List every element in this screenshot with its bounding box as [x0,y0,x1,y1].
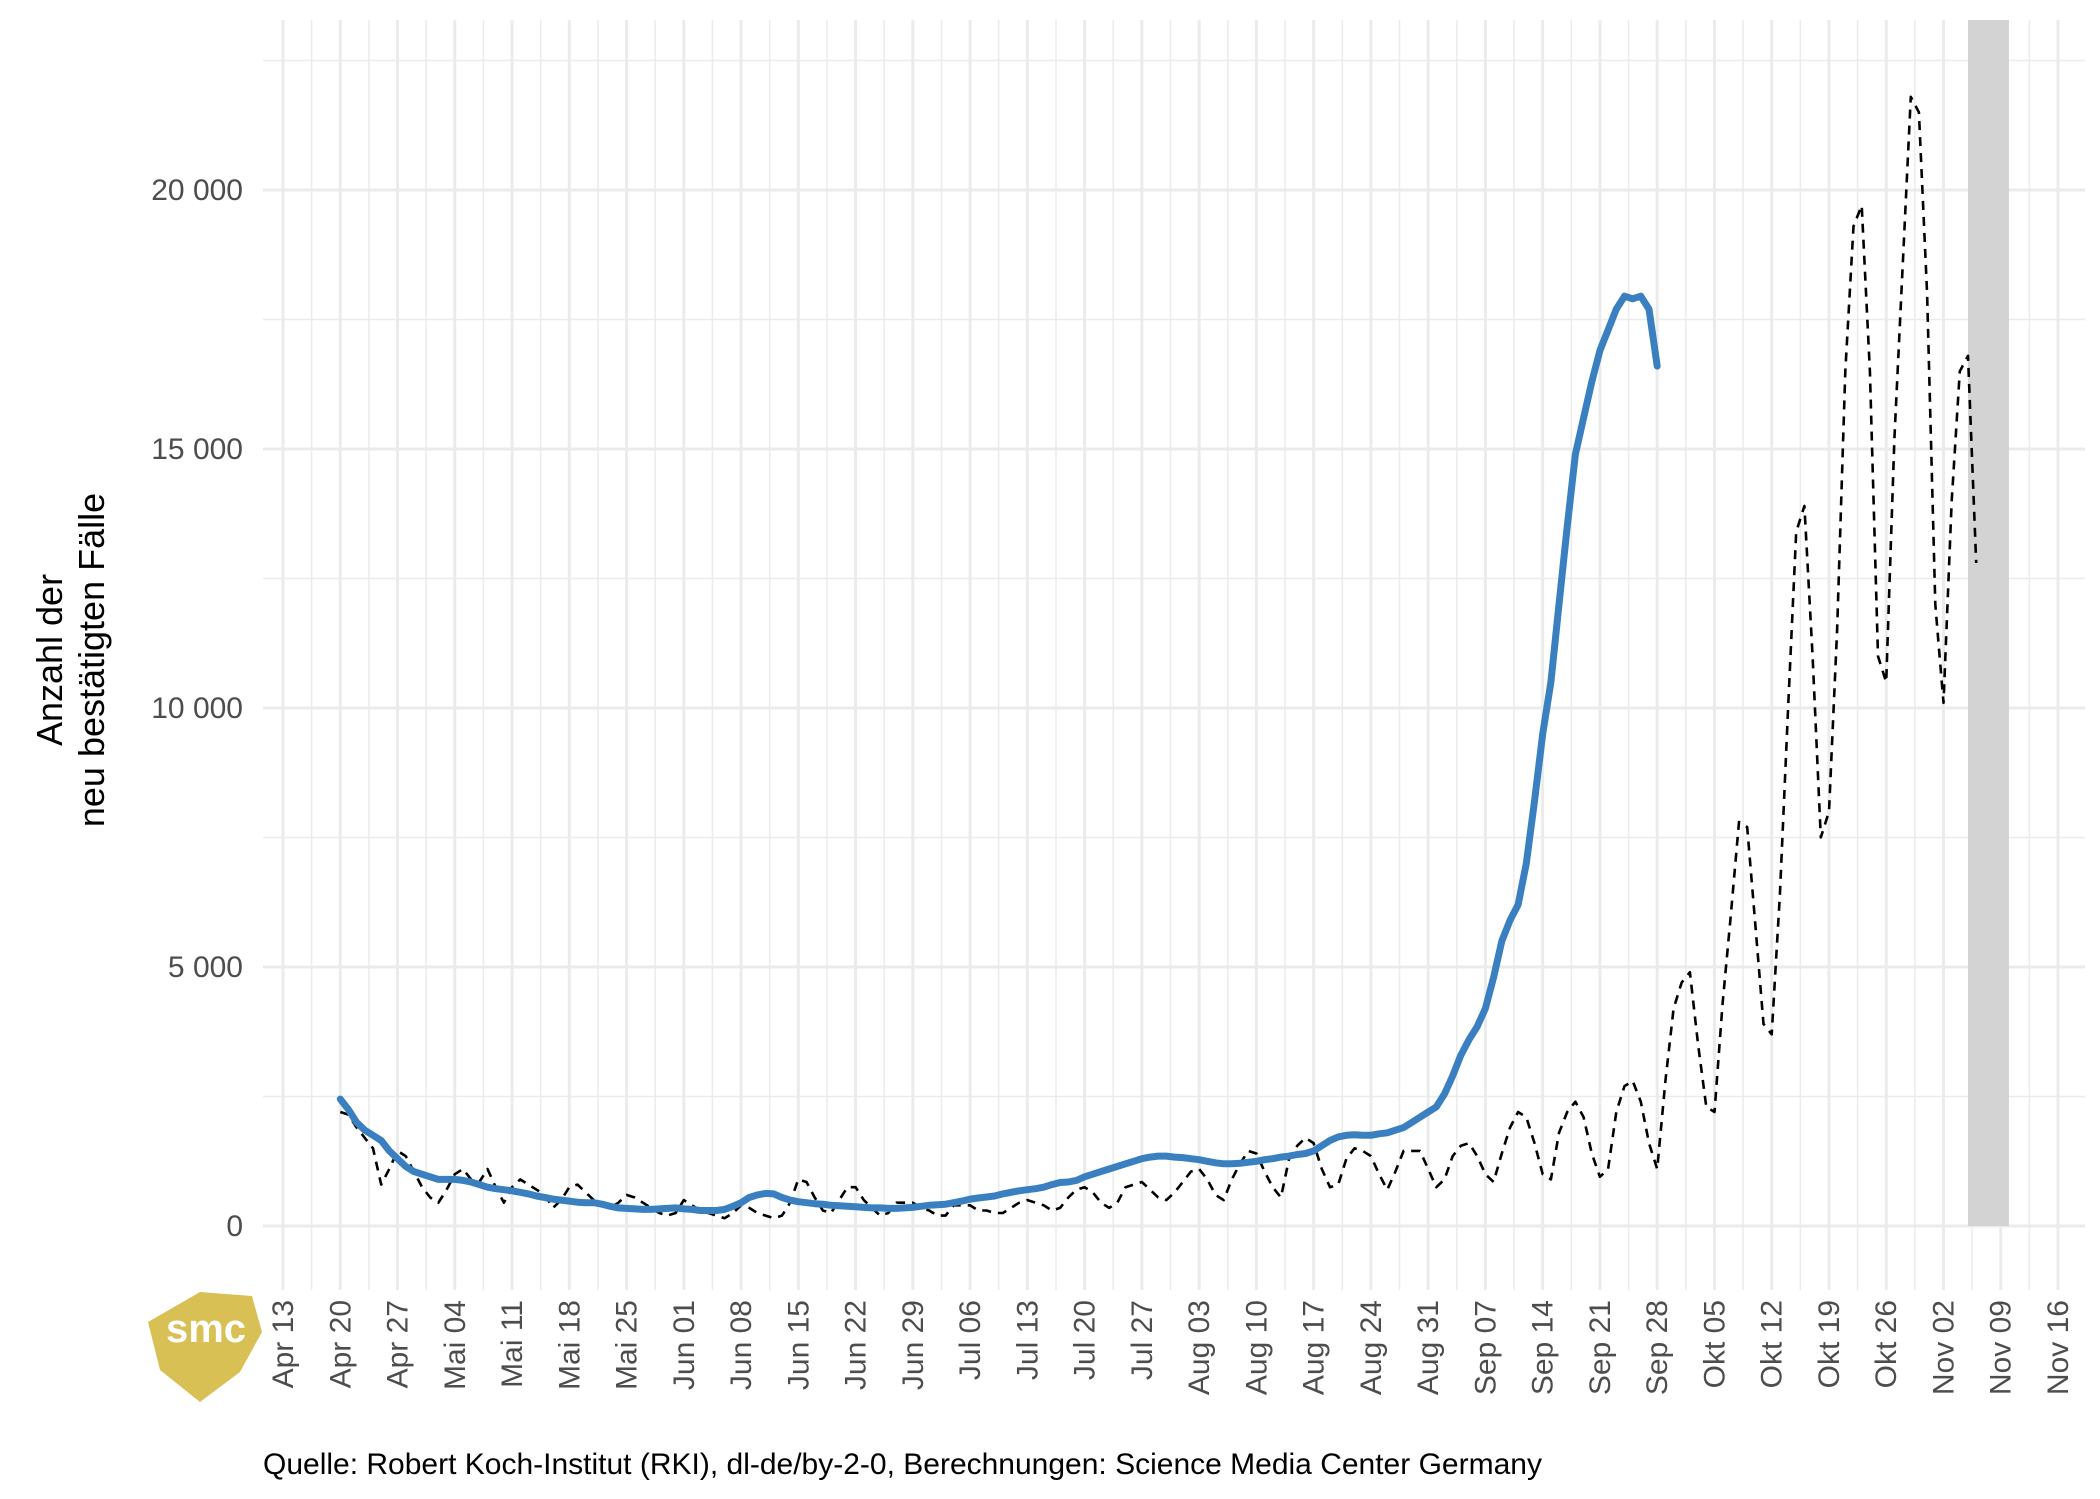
x-tick-label: Aug 10 [1240,1300,1273,1395]
x-tick-label: Jun 08 [725,1300,758,1390]
smoothed-cases-line [336,292,1661,1214]
x-tick-label: Aug 17 [1298,1300,1331,1395]
x-tick-label: Nov 02 [1927,1300,1960,1395]
x-tick-label: Jul 13 [1011,1300,1044,1380]
x-tick-label: Mai 18 [553,1300,586,1390]
x-tick-label: Sep 14 [1527,1300,1560,1395]
y-tick-label: 10 000 [151,692,243,725]
x-tick-label: Jul 20 [1069,1300,1102,1380]
x-tick-label: Jun 22 [840,1300,873,1390]
x-tick-label: Apr 20 [324,1300,357,1388]
logo-shape [148,1292,262,1402]
y-tick-label: 20 000 [151,174,243,207]
x-tick-label: Okt 12 [1756,1300,1789,1388]
series-layer [336,95,1978,1220]
x-axis-ticks: Apr 13 Apr 20 Apr 27 Mai 04 Mai 11 Mai 18 Mai … [267,1300,2075,1395]
x-tick-label: Mai 04 [439,1300,472,1390]
x-tick-label: Mai 25 [611,1300,644,1390]
y-axis-ticks: 0 5 000 10 000 15 000 20 000 [151,174,243,1243]
smc-logo: smc [148,1292,262,1402]
caption: Quelle: Robert Koch-Institut (RKI), dl-d… [263,1448,1542,1481]
x-tick-label: Sep 07 [1469,1300,1502,1395]
x-tick-label: Okt 05 [1698,1300,1731,1388]
x-tick-label: Aug 24 [1355,1300,1388,1395]
x-tick-label: Jun 15 [782,1300,815,1390]
logo-text: smc [166,1307,246,1351]
x-tick-label: Apr 13 [267,1300,300,1388]
x-tick-label: Okt 26 [1870,1300,1903,1388]
x-tick-label: Aug 03 [1183,1300,1216,1395]
x-tick-label: Jul 06 [954,1300,987,1380]
x-tick-label: Mai 11 [496,1300,529,1388]
y-axis-title-line2: neu bestätigten Fälle [71,493,112,827]
x-tick-label: Nov 16 [2042,1300,2075,1395]
x-tick-label: Jun 29 [897,1300,930,1390]
y-tick-label: 15 000 [151,433,243,466]
shaded-region [1968,20,2009,1226]
x-tick-label: Sep 21 [1584,1300,1617,1395]
y-tick-label: 5 000 [168,951,243,984]
x-tick-label: Aug 31 [1412,1300,1445,1395]
x-tick-label: Apr 27 [382,1300,415,1388]
x-tick-label: Jul 27 [1126,1300,1159,1380]
y-axis-title-line1: Anzahl der [29,574,70,746]
x-tick-label: Sep 28 [1641,1300,1674,1395]
daily-cases-line [339,95,1978,1220]
x-tick-label: Nov 09 [1985,1300,2018,1395]
y-tick-label: 0 [226,1210,243,1243]
shaded-rect [1968,20,2009,1226]
x-tick-label: Okt 19 [1813,1300,1846,1388]
x-tick-label: Jun 01 [668,1300,701,1390]
grid [263,20,2085,1290]
